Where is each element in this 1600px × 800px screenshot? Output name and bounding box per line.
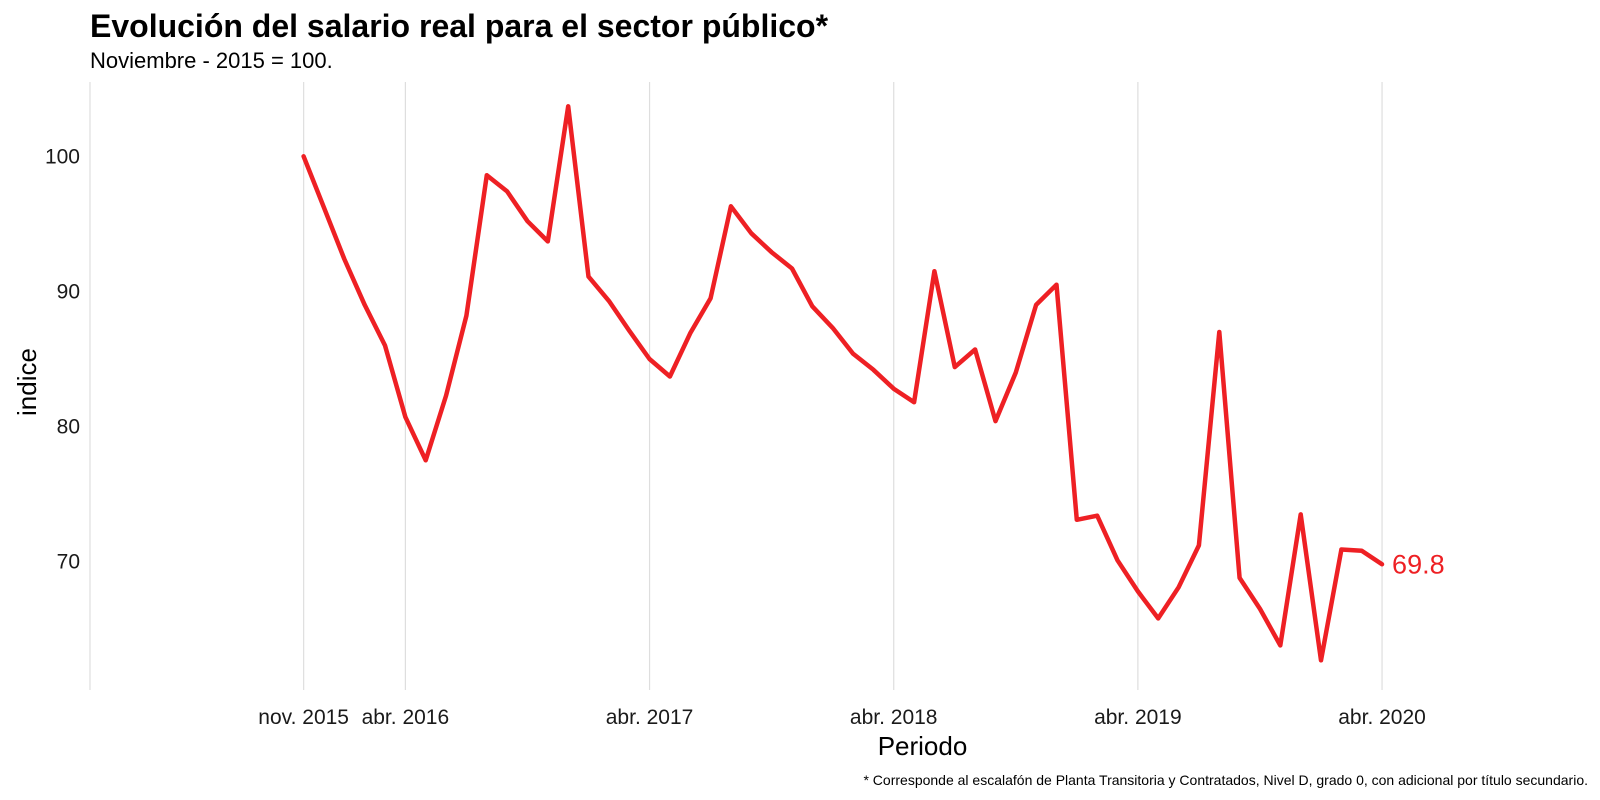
chart-subtitle: Noviembre - 2015 = 100.	[90, 48, 333, 73]
y-tick-label: 90	[57, 280, 80, 303]
x-axis-title: Periodo	[878, 731, 968, 761]
y-axis-title: indice	[12, 348, 42, 416]
end-value-label: 69.8	[1392, 549, 1445, 579]
chart-title: Evolución del salario real para el secto…	[90, 8, 829, 44]
x-tick-label: abr. 2020	[1338, 706, 1426, 729]
gridlines	[89, 82, 1383, 690]
x-tick-label: nov. 2015	[258, 706, 349, 729]
x-tick-label: abr. 2016	[362, 706, 450, 729]
y-tick-label: 100	[45, 145, 80, 168]
series-line	[301, 104, 1385, 663]
x-tick-label: abr. 2018	[850, 706, 938, 729]
footnote-caption: * Corresponde al escalafón de Planta Tra…	[863, 772, 1588, 788]
x-tick-label: abr. 2019	[1094, 706, 1182, 729]
y-axis-ticks: 70 80 90 100	[45, 145, 80, 573]
x-axis-ticks: nov. 2015 abr. 2016 abr. 2017 abr. 2018 abr.…	[258, 706, 1426, 729]
x-tick-label: abr. 2017	[606, 706, 694, 729]
y-tick-label: 70	[57, 551, 80, 574]
y-tick-label: 80	[57, 416, 80, 439]
